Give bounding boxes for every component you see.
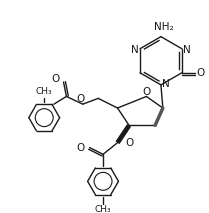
Text: O: O: [51, 74, 60, 84]
Text: N: N: [131, 45, 139, 55]
Text: O: O: [196, 68, 204, 78]
Text: O: O: [125, 138, 134, 148]
Text: N: N: [162, 79, 170, 89]
Text: N: N: [183, 45, 191, 55]
Text: O: O: [76, 142, 85, 153]
Text: NH₂: NH₂: [154, 22, 174, 32]
Text: O: O: [77, 94, 85, 104]
Text: CH₃: CH₃: [36, 87, 52, 96]
Text: O: O: [142, 87, 150, 97]
Text: CH₃: CH₃: [95, 205, 111, 213]
